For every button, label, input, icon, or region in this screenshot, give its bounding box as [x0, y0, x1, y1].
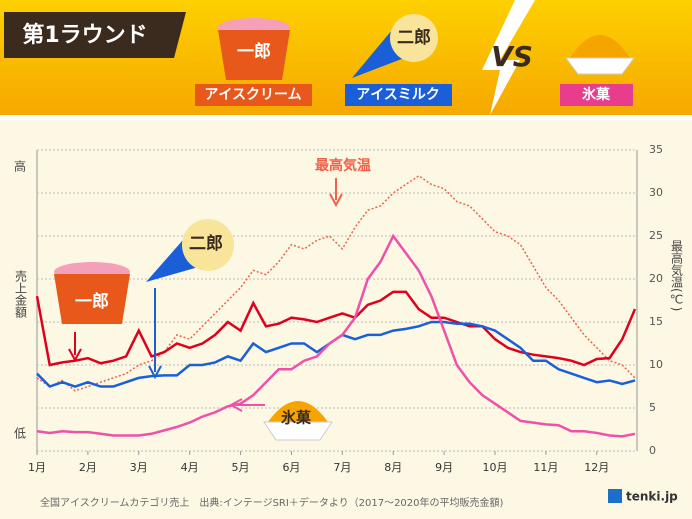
- series-line: [36, 233, 636, 438]
- x-tick-label: 11月: [533, 461, 558, 474]
- ice-cream-icon: [218, 18, 290, 80]
- shaved-ice-icon: [565, 35, 635, 75]
- y2-tick-label: 25: [649, 229, 663, 242]
- cup-icon: [54, 262, 130, 324]
- series-line: [36, 174, 636, 392]
- category-box: [345, 84, 452, 106]
- x-tick-label: 8月: [384, 461, 402, 474]
- x-tick-label: 10月: [483, 461, 508, 474]
- brand-logo: [608, 489, 622, 503]
- x-tick-label: 9月: [435, 461, 453, 474]
- arrow: [68, 332, 82, 363]
- series-annotation: 氷菓: [281, 409, 312, 427]
- shaved-ice-chart-icon: [263, 401, 333, 441]
- category-box: [560, 84, 633, 106]
- icon-label: 二郎: [397, 27, 431, 48]
- series-annotation: 二郎: [189, 233, 223, 254]
- y-axis-title: 売上金額: [14, 269, 28, 319]
- y2-tick-label: 15: [649, 315, 663, 328]
- series-annotation: 一郎: [75, 291, 109, 312]
- y2-tick-label: 5: [649, 401, 656, 414]
- vs: VS: [491, 40, 533, 73]
- lightning: [482, 0, 535, 115]
- y2-tick-label: 30: [649, 186, 663, 199]
- category-label: アイスクリーム: [204, 87, 301, 103]
- x-tick-label: 3月: [130, 461, 148, 474]
- title-box: [4, 12, 186, 58]
- y2-axis-title: 最高気温(℃): [670, 240, 684, 312]
- series-annotation: 最高気温: [315, 157, 371, 174]
- x-tick-label: 4月: [181, 461, 199, 474]
- x-tick-label: 6月: [282, 461, 300, 474]
- plot: 0 5 10 15 20 25 30 35 高低 売上金額 最高気温(℃) 1月 2月 3月 4月 5月 6月 7…: [14, 143, 684, 474]
- category-box: [195, 84, 312, 106]
- x-tick-label: 2月: [79, 461, 97, 474]
- arrow: [148, 288, 162, 380]
- source-note: 全国アイスクリームカテゴリ売上 出典:インテージSRI＋データより（2017〜2…: [40, 496, 504, 509]
- round-title: 第1ラウンド: [22, 22, 147, 48]
- y-tick-label: 高: [14, 159, 26, 174]
- x-tick-label: 1月: [28, 461, 46, 474]
- brand: tenki.jp: [626, 490, 678, 504]
- series-line: [35, 290, 637, 367]
- icon-label: 一郎: [237, 41, 271, 62]
- ice-milk-icon: [352, 14, 438, 78]
- x-tick-label: 5月: [232, 461, 250, 474]
- y2-tick-label: 35: [649, 143, 663, 156]
- category-label: アイスミルク: [356, 87, 440, 103]
- arrow: [228, 398, 265, 412]
- y2-tick-label: 0: [649, 444, 656, 457]
- y-tick-label: 低: [14, 426, 26, 440]
- cone-icon: [146, 219, 234, 282]
- x-tick-label: 12月: [584, 461, 609, 474]
- arrow: [329, 178, 343, 208]
- y2-tick-label: 10: [649, 358, 663, 371]
- x-tick-label: 7月: [333, 461, 351, 474]
- y2-tick-label: 20: [649, 272, 663, 285]
- category-label: 氷菓: [582, 86, 611, 103]
